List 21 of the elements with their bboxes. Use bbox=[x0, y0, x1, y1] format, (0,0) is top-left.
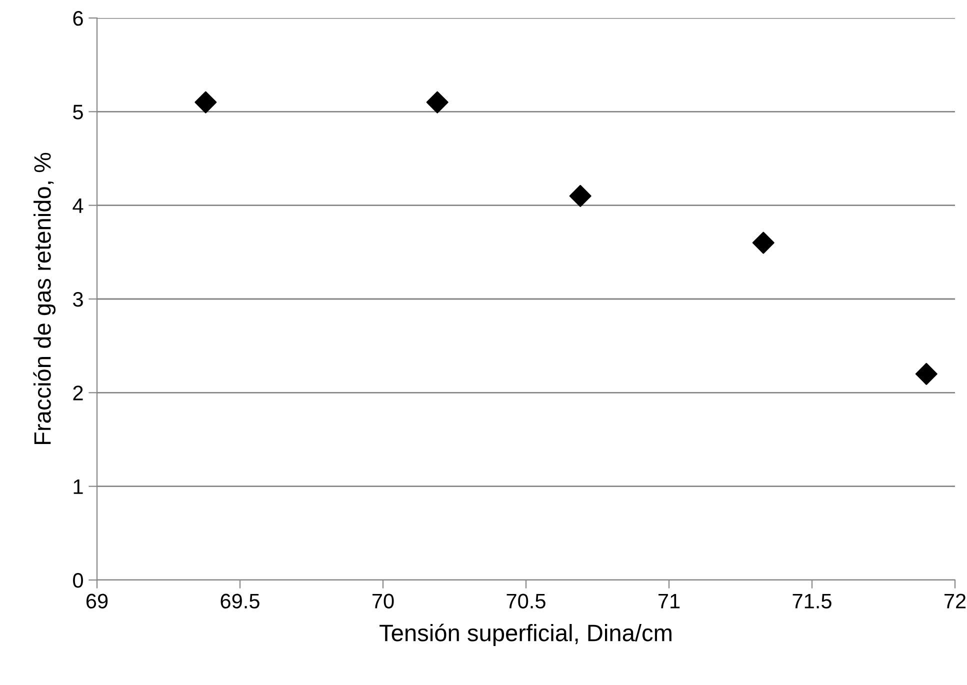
x-tick-label: 71.5 bbox=[792, 594, 832, 608]
y-tick-label: 2 bbox=[73, 386, 83, 400]
x-tick-label: 69 bbox=[86, 594, 108, 608]
x-tick-label: 69.5 bbox=[220, 594, 260, 608]
point bbox=[194, 91, 217, 114]
point bbox=[569, 184, 592, 207]
y-tick-label: 4 bbox=[72, 198, 84, 213]
y-tick-label: 0 bbox=[73, 573, 83, 588]
point bbox=[915, 362, 938, 385]
y-tick-label: 6 bbox=[73, 11, 83, 26]
y-tick-label: 3 bbox=[73, 292, 83, 307]
point bbox=[752, 232, 774, 254]
x-tick-label: 70 bbox=[372, 594, 394, 608]
x-axis-title: Tensión superficial, Dina/cm bbox=[380, 624, 672, 646]
x-tick-label: 71 bbox=[658, 594, 680, 608]
y-tick-label: 5 bbox=[73, 104, 83, 120]
x-tick-label: 70.5 bbox=[506, 594, 546, 608]
x-tick-label: 72 bbox=[944, 594, 966, 608]
y-axis-title: Fracción de gas retenido, % bbox=[33, 152, 56, 444]
point bbox=[426, 91, 448, 114]
y-tick-label: 1 bbox=[74, 480, 83, 494]
